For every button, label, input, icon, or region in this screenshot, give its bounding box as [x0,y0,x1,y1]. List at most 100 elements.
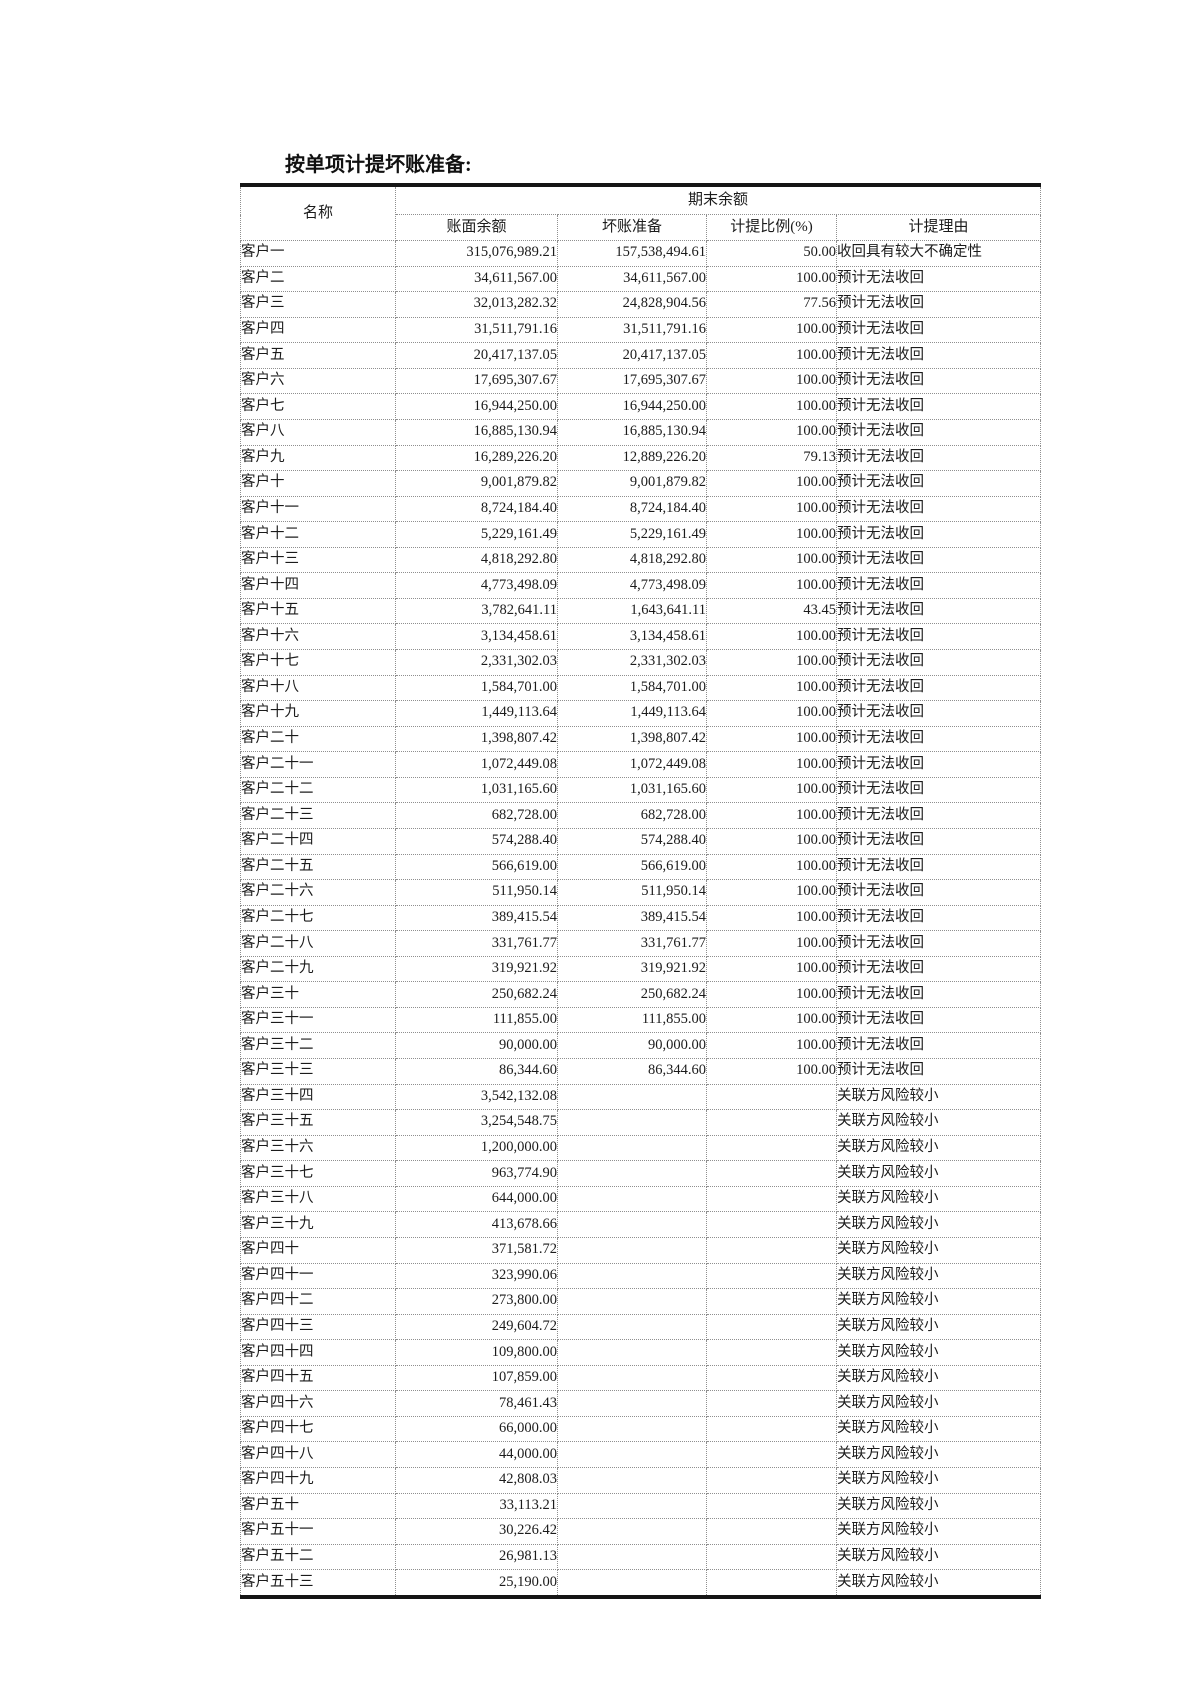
book-balance-cell: 331,761.77 [395,930,558,957]
provision-reason-cell: 关联方风险较小 [835,1313,1042,1341]
book-balance-cell: 20,417,137.05 [395,342,558,369]
bad-debt-provision-table: 名称 期末余额 账面余额 坏账准备 计提比例(%) 计提理由 客户一 315,07… [240,183,1042,1599]
book-balance-cell: 1,031,165.60 [395,776,558,804]
provision-ratio-cell: 100.00 [706,418,837,446]
customer-name-cell: 客户十四 [240,572,396,599]
provision-ratio-cell [706,1083,837,1111]
provision-ratio-cell: 100.00 [706,776,837,804]
provision-reason-cell: 预计无法收回 [835,904,1042,932]
provision-ratio-cell: 100.00 [706,342,837,369]
customer-name-cell: 客户五 [240,342,396,369]
bad-debt-provision-cell: 4,818,292.80 [557,546,707,574]
table-row: 客户八 16,885,130.94 16,885,130.94 100.00 预计无法收… [240,418,1042,446]
book-balance-cell: 273,800.00 [395,1288,558,1315]
bad-debt-provision-cell: 34,611,567.00 [557,265,707,293]
customer-name-cell: 客户十八 [240,674,396,702]
provision-reason-cell: 预计无法收回 [835,674,1042,702]
table-row: 客户二 34,611,567.00 34,611,567.00 100.00 预计无法收… [240,265,1042,293]
provision-reason-cell: 预计无法收回 [835,470,1042,497]
provision-reason-cell: 关联方风险较小 [835,1109,1042,1136]
table-row: 客户三十九 413,678.66 关联方风险较小 [240,1211,1042,1238]
bad-debt-provision-cell [557,1083,707,1111]
provision-reason-cell: 关联方风险较小 [835,1543,1042,1571]
bad-debt-provision-cell: 511,950.14 [557,879,707,906]
table-row: 客户五 20,417,137.05 20,417,137.05 100.00 预计无法收… [240,342,1042,369]
table-row: 客户十一 8,724,184.40 8,724,184.40 100.00 预计无法收回 [240,495,1042,523]
provision-reason-cell: 关联方风险较小 [835,1236,1042,1264]
provision-reason-cell: 预计无法收回 [835,776,1042,804]
provision-reason-cell: 关联方风险较小 [835,1415,1042,1443]
provision-reason-cell: 预计无法收回 [835,342,1042,369]
provision-ratio-cell: 100.00 [706,930,837,957]
provision-reason-cell: 预计无法收回 [835,853,1042,881]
table-row: 客户四十六 78,461.43 关联方风险较小 [240,1390,1042,1417]
provision-ratio-cell: 100.00 [706,495,837,523]
bad-debt-provision-cell [557,1441,707,1468]
bad-debt-provision-cell: 1,398,807.42 [557,725,707,753]
book-balance-cell: 109,800.00 [395,1339,558,1366]
column-header-name: 名称 [240,184,396,241]
customer-name-cell: 客户二十三 [240,802,396,829]
book-balance-cell: 319,921.92 [395,955,558,983]
table-row: 客户四十三 249,604.72 关联方风险较小 [240,1313,1042,1341]
customer-name-cell: 客户五十一 [240,1518,396,1545]
provision-ratio-cell [706,1185,837,1213]
table-body: 客户一 315,076,989.21 157,538,494.61 50.00 收回具有… [240,240,1042,1598]
bad-debt-provision-cell: 389,415.54 [557,904,707,932]
book-balance-cell: 249,604.72 [395,1313,558,1341]
bad-debt-provision-cell: 16,885,130.94 [557,418,707,446]
provision-ratio-cell: 100.00 [706,981,837,1008]
provision-reason-cell: 收回具有较大不确定性 [835,240,1042,267]
bad-debt-provision-cell: 1,584,701.00 [557,674,707,702]
bad-debt-provision-cell: 24,828,904.56 [557,291,707,318]
provision-ratio-cell [706,1236,837,1264]
table-row: 客户二十 1,398,807.42 1,398,807.42 100.00 预计无法收回 [240,725,1042,753]
customer-name-cell: 客户三 [240,291,396,318]
table-row: 客户三十三 86,344.60 86,344.60 100.00 预计无法收回 [240,1058,1042,1085]
table-row: 客户四十九 42,808.03 关联方风险较小 [240,1467,1042,1494]
bad-debt-provision-cell: 574,288.40 [557,827,707,855]
table-row: 客户十 9,001,879.82 9,001,879.82 100.00 预计无法收回 [240,470,1042,497]
customer-name-cell: 客户四十三 [240,1313,396,1341]
customer-name-cell: 客户三十六 [240,1134,396,1162]
customer-name-cell: 客户十三 [240,546,396,574]
customer-name-cell: 客户二十八 [240,930,396,957]
customer-name-cell: 客户三十七 [240,1160,396,1187]
provision-ratio-cell: 77.56 [706,291,837,318]
book-balance-cell: 9,001,879.82 [395,470,558,497]
provision-ratio-cell: 100.00 [706,521,837,548]
book-balance-cell: 44,000.00 [395,1441,558,1468]
provision-reason-cell: 预计无法收回 [835,418,1042,446]
book-balance-cell: 323,990.06 [395,1262,558,1290]
bad-debt-provision-cell [557,1415,707,1443]
provision-reason-cell: 预计无法收回 [835,546,1042,574]
customer-name-cell: 客户二十五 [240,853,396,881]
book-balance-cell: 111,855.00 [395,1006,558,1034]
provision-reason-cell: 关联方风险较小 [835,1518,1042,1545]
provision-ratio-cell [706,1543,837,1571]
table-row: 客户三十一 111,855.00 111,855.00 100.00 预计无法收回 [240,1006,1042,1034]
provision-ratio-cell: 100.00 [706,674,837,702]
book-balance-cell: 4,818,292.80 [395,546,558,574]
book-balance-cell: 42,808.03 [395,1467,558,1494]
provision-reason-cell: 预计无法收回 [835,879,1042,906]
bad-debt-provision-cell: 250,682.24 [557,981,707,1008]
table-row: 客户四十 371,581.72 关联方风险较小 [240,1236,1042,1264]
table-row: 客户二十四 574,288.40 574,288.40 100.00 预计无法收回 [240,827,1042,855]
provision-ratio-cell: 100.00 [706,955,837,983]
provision-reason-cell: 预计无法收回 [835,981,1042,1008]
customer-name-cell: 客户二 [240,265,396,293]
customer-name-cell: 客户二十一 [240,751,396,778]
provision-ratio-cell [706,1134,837,1162]
table-row: 客户三十六 1,200,000.00 关联方风险较小 [240,1134,1042,1162]
book-balance-cell: 3,782,641.11 [395,597,558,625]
table-row: 客户五十三 25,190.00 关联方风险较小 [240,1569,1042,1598]
provision-reason-cell: 关联方风险较小 [835,1339,1042,1366]
book-balance-cell: 16,944,250.00 [395,393,558,420]
provision-ratio-cell: 100.00 [706,265,837,293]
book-balance-cell: 32,013,282.32 [395,291,558,318]
customer-name-cell: 客户四十一 [240,1262,396,1290]
table-row: 客户四十七 66,000.00 关联方风险较小 [240,1415,1042,1443]
provision-reason-cell: 预计无法收回 [835,1006,1042,1034]
book-balance-cell: 371,581.72 [395,1236,558,1264]
